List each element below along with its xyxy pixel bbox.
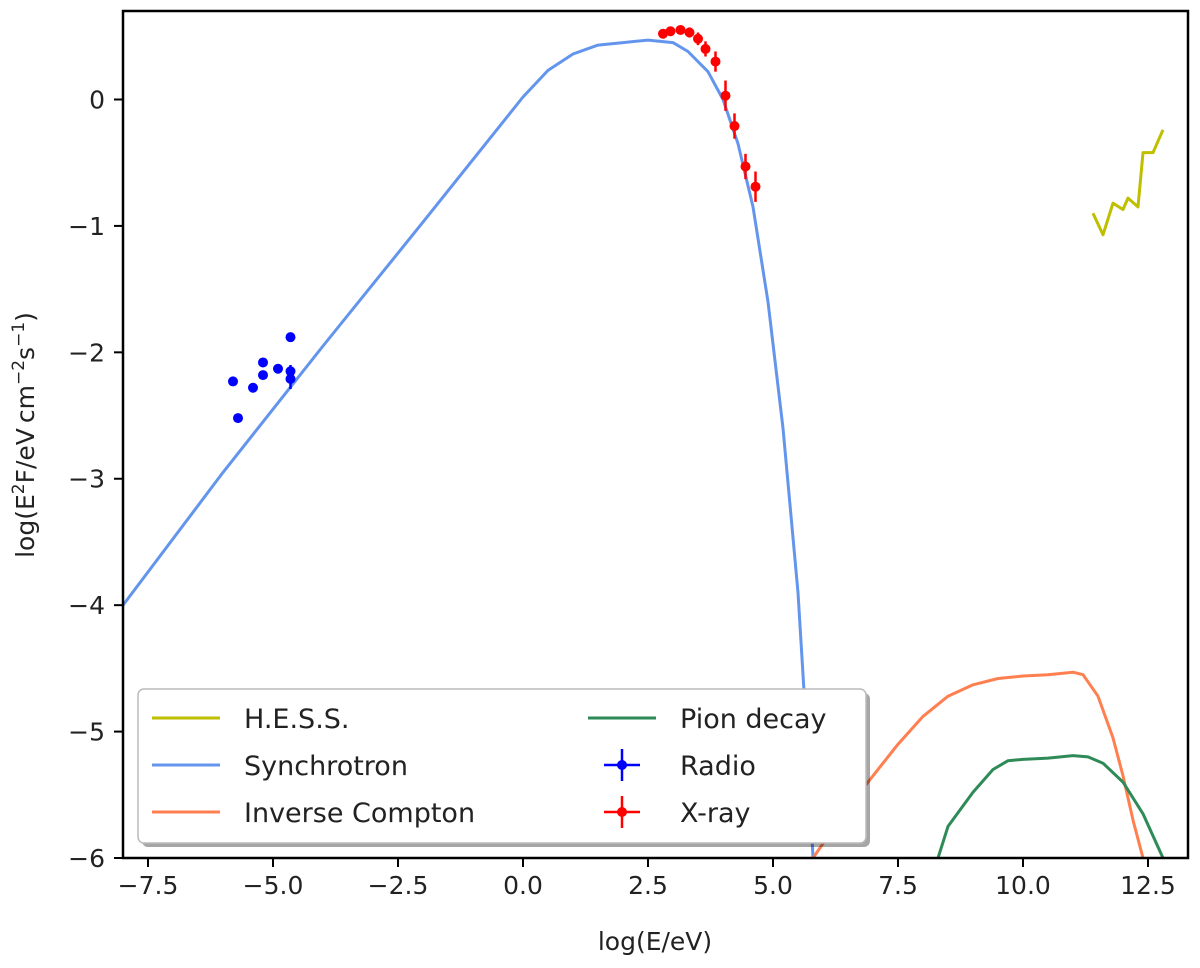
y-tick-label: −2 xyxy=(68,338,105,367)
series-line-pion-decay xyxy=(936,754,1165,858)
legend-swatch-radio xyxy=(604,749,640,781)
legend-label-synchrotron: Synchrotron xyxy=(244,751,408,782)
series-line-inverse-compton xyxy=(811,670,1145,858)
radio-data-point xyxy=(248,382,258,393)
x-tick-label: 2.5 xyxy=(628,871,668,900)
x-ray-data-point xyxy=(740,161,751,172)
x-ray-data-point xyxy=(750,181,761,192)
radio-data-point xyxy=(285,332,296,343)
y-tick-label: −4 xyxy=(68,591,105,620)
x-tick-label: −7.5 xyxy=(118,871,179,900)
radio-data-point xyxy=(228,376,238,387)
legend: H.E.S.S. Synchrotron Inverse Compton Pion d… xyxy=(137,688,870,847)
y-tick-label: −1 xyxy=(68,212,105,241)
x-tick-label: 0.0 xyxy=(503,871,543,900)
legend-label-h-e-s-s: H.E.S.S. xyxy=(244,704,350,735)
x-tick-label: −5.0 xyxy=(243,871,304,900)
legend-label-x-ray: X-ray xyxy=(680,798,751,829)
legend-box xyxy=(137,688,867,844)
x-tick-label: 7.5 xyxy=(878,871,918,900)
x-ray-data-point xyxy=(729,121,740,132)
x-ray-data-point xyxy=(684,27,695,38)
plot-frame xyxy=(121,9,1190,860)
y-tick-label: −5 xyxy=(68,718,105,747)
y-tick-label: −6 xyxy=(68,844,105,873)
y-tick-label: −3 xyxy=(68,465,105,494)
x-tick-label: 10.0 xyxy=(995,871,1051,900)
legend-label-inverse-compton: Inverse Compton xyxy=(244,798,475,829)
legend-label-radio: Radio xyxy=(680,751,756,782)
radio-data-point xyxy=(258,370,268,381)
radio-data-point xyxy=(285,373,296,384)
x-ray-data-point xyxy=(675,24,686,35)
x-tick-label: 5.0 xyxy=(753,871,793,900)
x-axis: −7.5 −5.0 −2.5 0.0 2.5 5.0 7.5 10.0 12.5 xyxy=(118,858,1176,900)
x-ray-data-point xyxy=(665,26,676,37)
x-axis-label: log(E/eV) xyxy=(598,927,712,956)
plot-area xyxy=(123,24,1165,858)
x-ray-data-point xyxy=(720,90,731,101)
x-tick-label: 12.5 xyxy=(1120,871,1176,900)
radio-data-point xyxy=(273,363,283,374)
x-ray-data-point xyxy=(700,43,711,54)
x-ray-data-point xyxy=(658,28,668,39)
x-ray-data-point xyxy=(693,33,703,44)
legend-label-pion-decay: Pion decay xyxy=(680,704,827,735)
y-tick-label: 0 xyxy=(89,85,105,114)
x-tick-label: −2.5 xyxy=(368,871,429,900)
legend-swatch-x-ray xyxy=(604,796,640,828)
radio-data-point xyxy=(258,357,268,368)
series-line-h-e-s-s xyxy=(1091,129,1165,237)
x-ray-data-point xyxy=(710,56,721,67)
series-line-synchrotron xyxy=(123,38,815,858)
y-axis-label: log(E2F/eV cm−2s−1) xyxy=(9,312,40,558)
y-axis: 0 −1 −2 −3 −4 −5 −6 xyxy=(68,85,123,873)
radio-data-point xyxy=(233,413,243,424)
